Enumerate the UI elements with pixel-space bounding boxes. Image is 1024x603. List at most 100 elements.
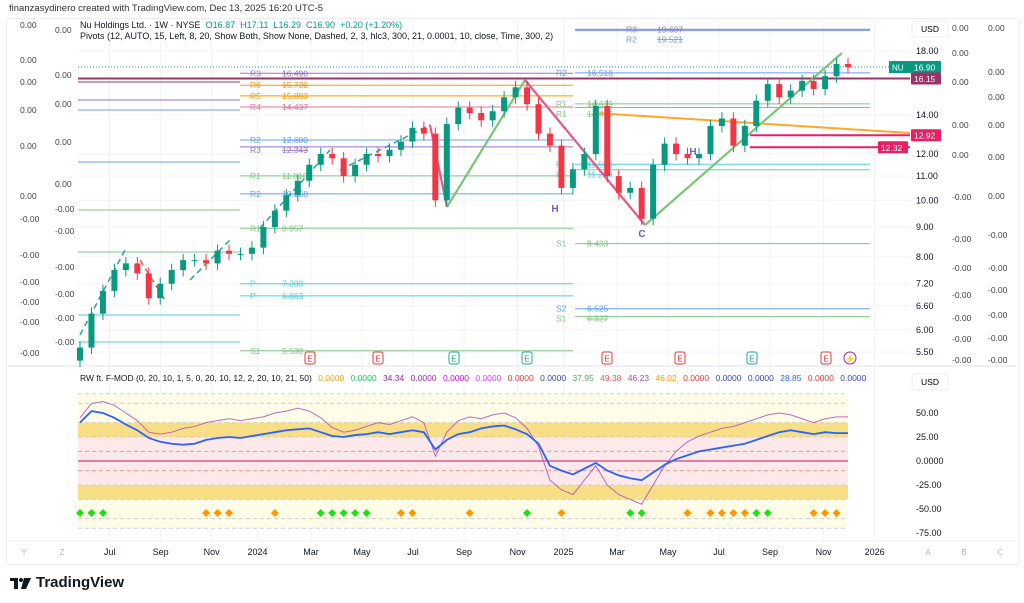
candle[interactable] — [684, 147, 691, 165]
candle[interactable] — [673, 137, 680, 161]
pivot-label: R1 — [250, 171, 261, 181]
candle[interactable] — [569, 162, 576, 195]
candle[interactable] — [524, 81, 531, 111]
candle[interactable] — [386, 143, 393, 163]
candle[interactable] — [845, 57, 851, 74]
candle[interactable] — [558, 139, 565, 195]
candle[interactable] — [650, 158, 657, 226]
candle[interactable] — [191, 253, 198, 267]
candle[interactable] — [363, 147, 370, 172]
currency-box[interactable] — [911, 20, 949, 38]
candle[interactable] — [77, 341, 83, 368]
candle[interactable] — [810, 74, 817, 96]
price-badge[interactable] — [911, 61, 941, 74]
candle[interactable] — [409, 121, 416, 149]
price-badge[interactable] — [878, 141, 908, 154]
candle[interactable] — [340, 151, 347, 183]
candle[interactable] — [317, 147, 324, 172]
candle[interactable] — [638, 181, 645, 226]
candle-body — [673, 143, 680, 154]
candle[interactable] — [134, 257, 141, 280]
earnings-event-icon[interactable]: E — [746, 351, 758, 365]
trend-line[interactable] — [594, 112, 911, 134]
candle[interactable] — [478, 106, 485, 127]
credit-text: finanzasydinero created with TradingView… — [9, 3, 324, 14]
candle[interactable] — [604, 99, 611, 183]
signal-green-diamond — [328, 509, 337, 517]
candle[interactable] — [799, 74, 806, 98]
candle[interactable] — [203, 253, 210, 270]
earnings-event-icon[interactable]: E — [820, 351, 832, 365]
candle[interactable] — [294, 174, 301, 202]
candle[interactable] — [237, 247, 244, 261]
candle[interactable] — [145, 267, 152, 305]
candle[interactable] — [397, 135, 404, 157]
candle[interactable] — [787, 84, 794, 104]
candle[interactable] — [455, 101, 462, 131]
candle[interactable] — [695, 147, 702, 165]
pattern-label: H — [689, 147, 696, 158]
candle[interactable] — [306, 158, 313, 188]
osc-axis-tick: 0.0000 — [916, 456, 944, 466]
price-badge[interactable] — [911, 72, 941, 85]
candle[interactable] — [271, 204, 278, 234]
candle[interactable] — [489, 104, 496, 127]
osc-currency-box[interactable] — [911, 373, 949, 391]
symbol-name[interactable]: Nu Holdings Ltd. · 1W · NYSE — [80, 20, 201, 30]
candle[interactable] — [730, 112, 737, 153]
pivots-indicator-legend[interactable]: Pivots (12, AUTO, 15, Left, 8, 20, Show … — [80, 31, 554, 41]
price-badge[interactable] — [911, 129, 941, 142]
candle[interactable] — [512, 81, 519, 104]
candle[interactable] — [776, 77, 783, 104]
tradingview-logo-icon — [10, 577, 31, 589]
candle[interactable] — [226, 244, 233, 261]
split-event-icon[interactable]: ⚡ — [843, 351, 857, 365]
candle[interactable] — [592, 99, 599, 161]
oscillator-title[interactable]: RW ft. F-MOD (0, 20, 10, 1, 5, 0, 20, 10… — [80, 373, 312, 383]
candle[interactable] — [466, 101, 473, 120]
candle[interactable] — [168, 263, 175, 291]
candle[interactable] — [122, 257, 129, 277]
candle[interactable] — [88, 307, 95, 355]
candle[interactable] — [99, 284, 106, 321]
candle[interactable] — [718, 112, 725, 133]
earnings-event-icon[interactable]: E — [601, 351, 613, 365]
candle[interactable] — [501, 91, 508, 118]
candle[interactable] — [833, 57, 840, 83]
earnings-event-icon[interactable]: E — [448, 351, 460, 365]
earnings-event-icon[interactable]: E — [372, 351, 384, 365]
candle[interactable] — [157, 277, 164, 305]
pivot-value: 15.730 — [282, 80, 308, 90]
earnings-event-icon[interactable]: E — [304, 351, 316, 365]
candle[interactable] — [283, 188, 290, 218]
zigzag-line[interactable] — [446, 79, 526, 208]
candle[interactable] — [214, 244, 221, 270]
candle[interactable] — [615, 169, 622, 200]
candle[interactable] — [661, 137, 668, 172]
candle[interactable] — [753, 94, 760, 133]
candle[interactable] — [764, 77, 771, 108]
candle[interactable] — [432, 127, 439, 207]
candle[interactable] — [581, 147, 588, 176]
candle[interactable] — [822, 69, 829, 96]
candle[interactable] — [546, 127, 553, 153]
candle[interactable] — [329, 147, 336, 165]
candle[interactable] — [707, 119, 714, 161]
candle[interactable] — [111, 263, 118, 298]
zigzag-line[interactable] — [524, 79, 646, 226]
candle[interactable] — [248, 241, 255, 261]
candle[interactable] — [443, 117, 450, 207]
candle[interactable] — [535, 97, 542, 141]
earnings-event-icon[interactable]: E — [674, 351, 686, 365]
candle[interactable] — [420, 121, 427, 141]
candle[interactable] — [352, 158, 359, 183]
candle[interactable] — [375, 147, 382, 163]
earnings-event-icon[interactable]: E — [521, 351, 533, 365]
candle[interactable] — [260, 220, 267, 255]
side-scale-label: 0.00 — [55, 25, 72, 35]
candle[interactable] — [741, 119, 748, 153]
candle[interactable] — [180, 253, 187, 277]
pivot-value: 19.521 — [657, 34, 683, 44]
candle[interactable] — [627, 181, 634, 200]
